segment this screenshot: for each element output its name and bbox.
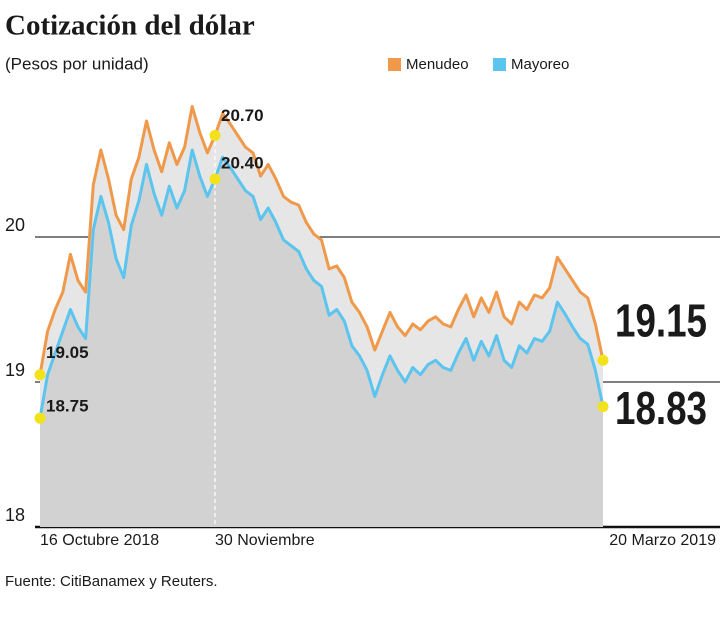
chart-title: Cotización del dólar	[5, 10, 255, 42]
y-tick-label: 20	[5, 215, 25, 235]
y-tick-label: 19	[5, 360, 25, 380]
line	[38, 105, 605, 375]
y-tick-label: 18	[5, 505, 25, 525]
point	[209, 173, 221, 185]
point	[597, 401, 609, 413]
point	[34, 369, 46, 381]
area	[40, 150, 603, 527]
legend-label: Mayoreo	[511, 56, 569, 73]
source-note: Fuente: CitiBanamex y Reuters.	[5, 573, 218, 590]
chart-subtitle: (Pesos por unidad)	[5, 54, 149, 73]
x-tick-label: 20 Marzo 2019	[609, 532, 716, 549]
point	[597, 354, 609, 366]
point	[34, 412, 46, 424]
legend-label: Menudeo	[406, 56, 469, 73]
value-label: 18.75	[46, 397, 89, 416]
value-label: 19.05	[46, 343, 89, 362]
end-value-label: 19.15	[615, 294, 707, 346]
x-tick-label: 16 Octubre 2018	[40, 532, 159, 549]
end-value-label: 18.83	[615, 382, 707, 434]
legend-swatch	[388, 58, 401, 71]
value-label: 20.70	[221, 106, 264, 125]
point	[209, 130, 221, 141]
value-label: 20.40	[221, 153, 264, 172]
x-tick-label: 30 Noviembre	[215, 532, 315, 549]
line	[38, 148, 605, 419]
legend-swatch	[493, 58, 506, 71]
